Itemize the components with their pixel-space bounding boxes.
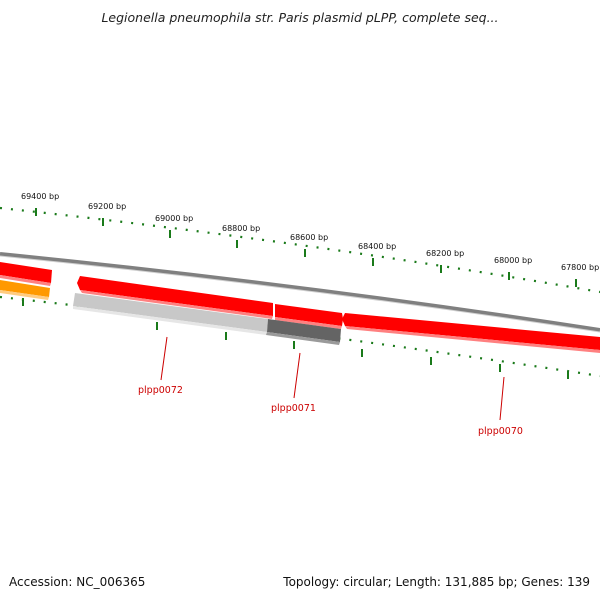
gene-label-plpp0072[interactable]: plpp0072	[138, 385, 183, 396]
gene-arrow-plpp0071[interactable]	[275, 304, 343, 329]
gene-label-plpp0071[interactable]: plpp0071	[271, 403, 316, 414]
ruler-tick-label: 67800 bp	[561, 263, 599, 272]
leader-line-plpp0071	[293, 352, 301, 399]
feature-bar-dark-gray[interactable]	[266, 319, 341, 345]
gene-arrow-plpp0072[interactable]	[77, 276, 273, 319]
ruler-tick-label: 68800 bp	[222, 224, 260, 233]
leader-line-plpp0070	[499, 376, 505, 421]
backbone-line	[0, 252, 600, 332]
gene-arrow-left-fragment[interactable]	[0, 262, 52, 286]
ruler-major-ticks	[22, 208, 577, 379]
ruler-tick-label: 69200 bp	[88, 202, 126, 211]
ruler-tick-label: 68400 bp	[358, 242, 396, 251]
ruler-tick-label: 68600 bp	[290, 233, 328, 242]
ruler-tick-label: 68000 bp	[494, 256, 532, 265]
gene-label-plpp0070[interactable]: plpp0070	[478, 426, 523, 437]
gene-arrow-orange-fragment[interactable]	[0, 280, 50, 300]
leader-line-plpp0072	[160, 336, 168, 381]
ruler-tick-labels: 69400 bp 69200 bp 69000 bp 68800 bp 68600 bp…	[21, 192, 599, 272]
ruler-tick-label: 68200 bp	[426, 249, 464, 258]
topology-summary: Topology: circular; Length: 131,885 bp; …	[283, 575, 590, 589]
feature-bar-light-gray[interactable]	[73, 293, 268, 335]
ruler-tick-label: 69000 bp	[155, 214, 193, 223]
gene-arrow-plpp0070[interactable]	[342, 313, 600, 353]
map-title: Legionella pneumophila str. Paris plasmi…	[101, 10, 499, 25]
accession-text: Accession: NC_006365	[9, 575, 146, 589]
ruler-tick-label: 69400 bp	[21, 192, 59, 201]
